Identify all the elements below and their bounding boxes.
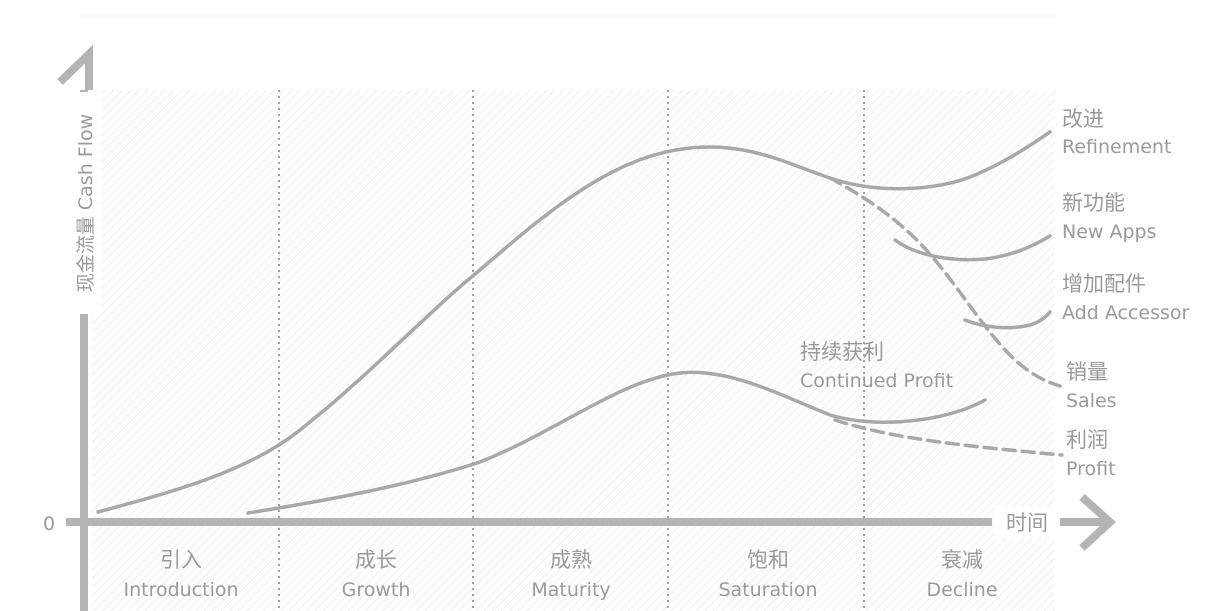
stage-growth-en: Growth bbox=[342, 579, 411, 601]
x-axis-label: 时间 bbox=[1006, 511, 1048, 535]
sales-curve bbox=[96, 130, 1052, 514]
y-axis-arrow bbox=[57, 44, 93, 90]
accessories-branch bbox=[963, 310, 1052, 330]
add-accessories-label-en: Add Accessor bbox=[1062, 302, 1189, 324]
sales-decline-curve bbox=[828, 176, 1062, 388]
new-apps-label-en: New Apps bbox=[1062, 221, 1157, 243]
profit-curve bbox=[246, 370, 987, 515]
refinement-label-en: Refinement bbox=[1062, 136, 1171, 158]
sales-label-zh: 销量 bbox=[1066, 360, 1108, 384]
refinement-label-zh: 改进 bbox=[1062, 107, 1104, 131]
stage-maturity-zh: 成熟 bbox=[550, 548, 592, 572]
new-apps-branch bbox=[893, 234, 1052, 262]
chart-background bbox=[92, 90, 1055, 611]
stage-saturation-en: Saturation bbox=[718, 579, 817, 601]
origin-label: 0 bbox=[43, 513, 55, 535]
sales-label-en: Sales bbox=[1066, 390, 1117, 412]
profit-decline-curve bbox=[833, 418, 1064, 457]
stage-maturity-en: Maturity bbox=[531, 579, 610, 601]
y-axis-label: 现金流量 Cash Flow bbox=[75, 114, 97, 292]
origin-label-box bbox=[36, 508, 62, 536]
continued-profit-en: Continued Profit bbox=[800, 370, 953, 392]
add-accessories-label-zh: 增加配件 bbox=[1062, 272, 1146, 296]
stage-growth-zh: 成长 bbox=[355, 548, 397, 572]
stage-introduction-en: Introduction bbox=[123, 579, 238, 601]
y-axis-label-box bbox=[66, 92, 102, 314]
profit-label-zh: 利润 bbox=[1066, 428, 1108, 452]
stage-decline-en: Decline bbox=[926, 579, 997, 601]
stage-saturation-zh: 饱和 bbox=[747, 548, 789, 572]
stage-introduction-zh: 引入 bbox=[160, 548, 202, 572]
stage-decline-zh: 衰减 bbox=[941, 548, 983, 572]
profit-label-en: Profit bbox=[1066, 458, 1116, 480]
x-axis-arrow bbox=[1079, 494, 1116, 551]
new-apps-label-zh: 新功能 bbox=[1062, 191, 1125, 215]
continued-profit-zh: 持续获利 bbox=[800, 340, 884, 364]
x-axis-label-box bbox=[994, 506, 1058, 538]
